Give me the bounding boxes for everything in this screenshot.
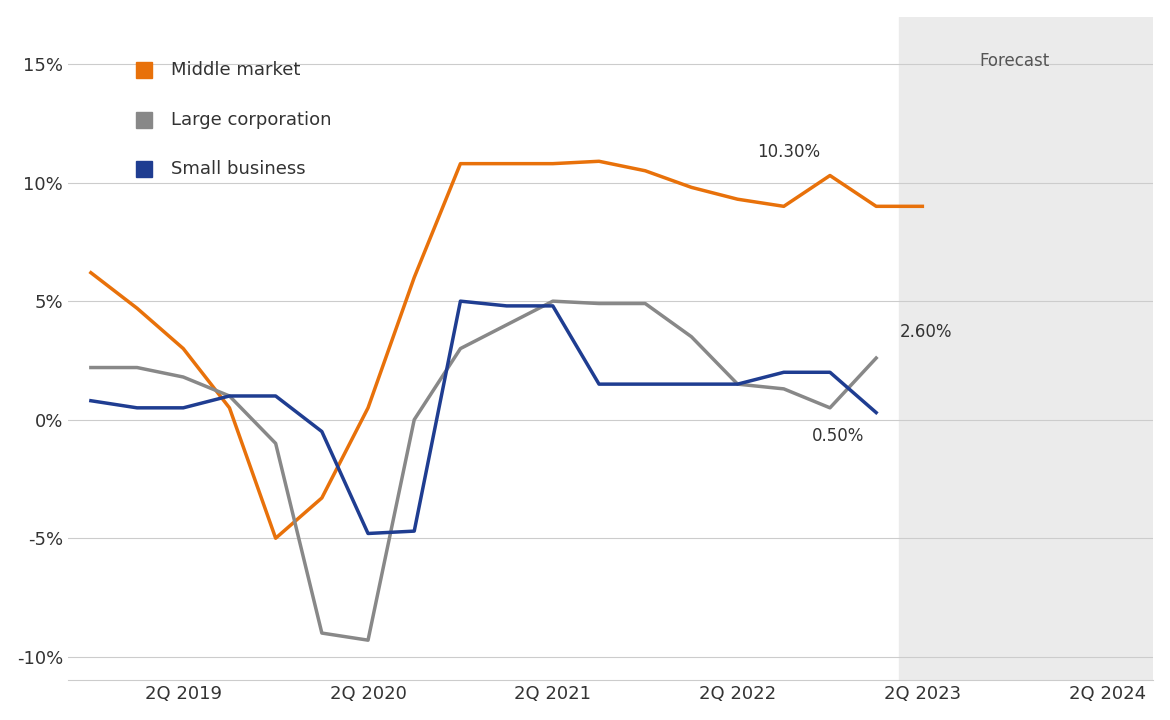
Text: Small business: Small business bbox=[171, 161, 305, 179]
Text: Forecast: Forecast bbox=[979, 53, 1049, 71]
Text: 10.30%: 10.30% bbox=[758, 143, 820, 161]
Bar bbox=[900, 17, 1154, 680]
Text: Middle market: Middle market bbox=[171, 60, 301, 78]
Text: Large corporation: Large corporation bbox=[171, 111, 331, 129]
Text: 2.60%: 2.60% bbox=[900, 323, 951, 341]
Text: 0.50%: 0.50% bbox=[812, 427, 863, 445]
